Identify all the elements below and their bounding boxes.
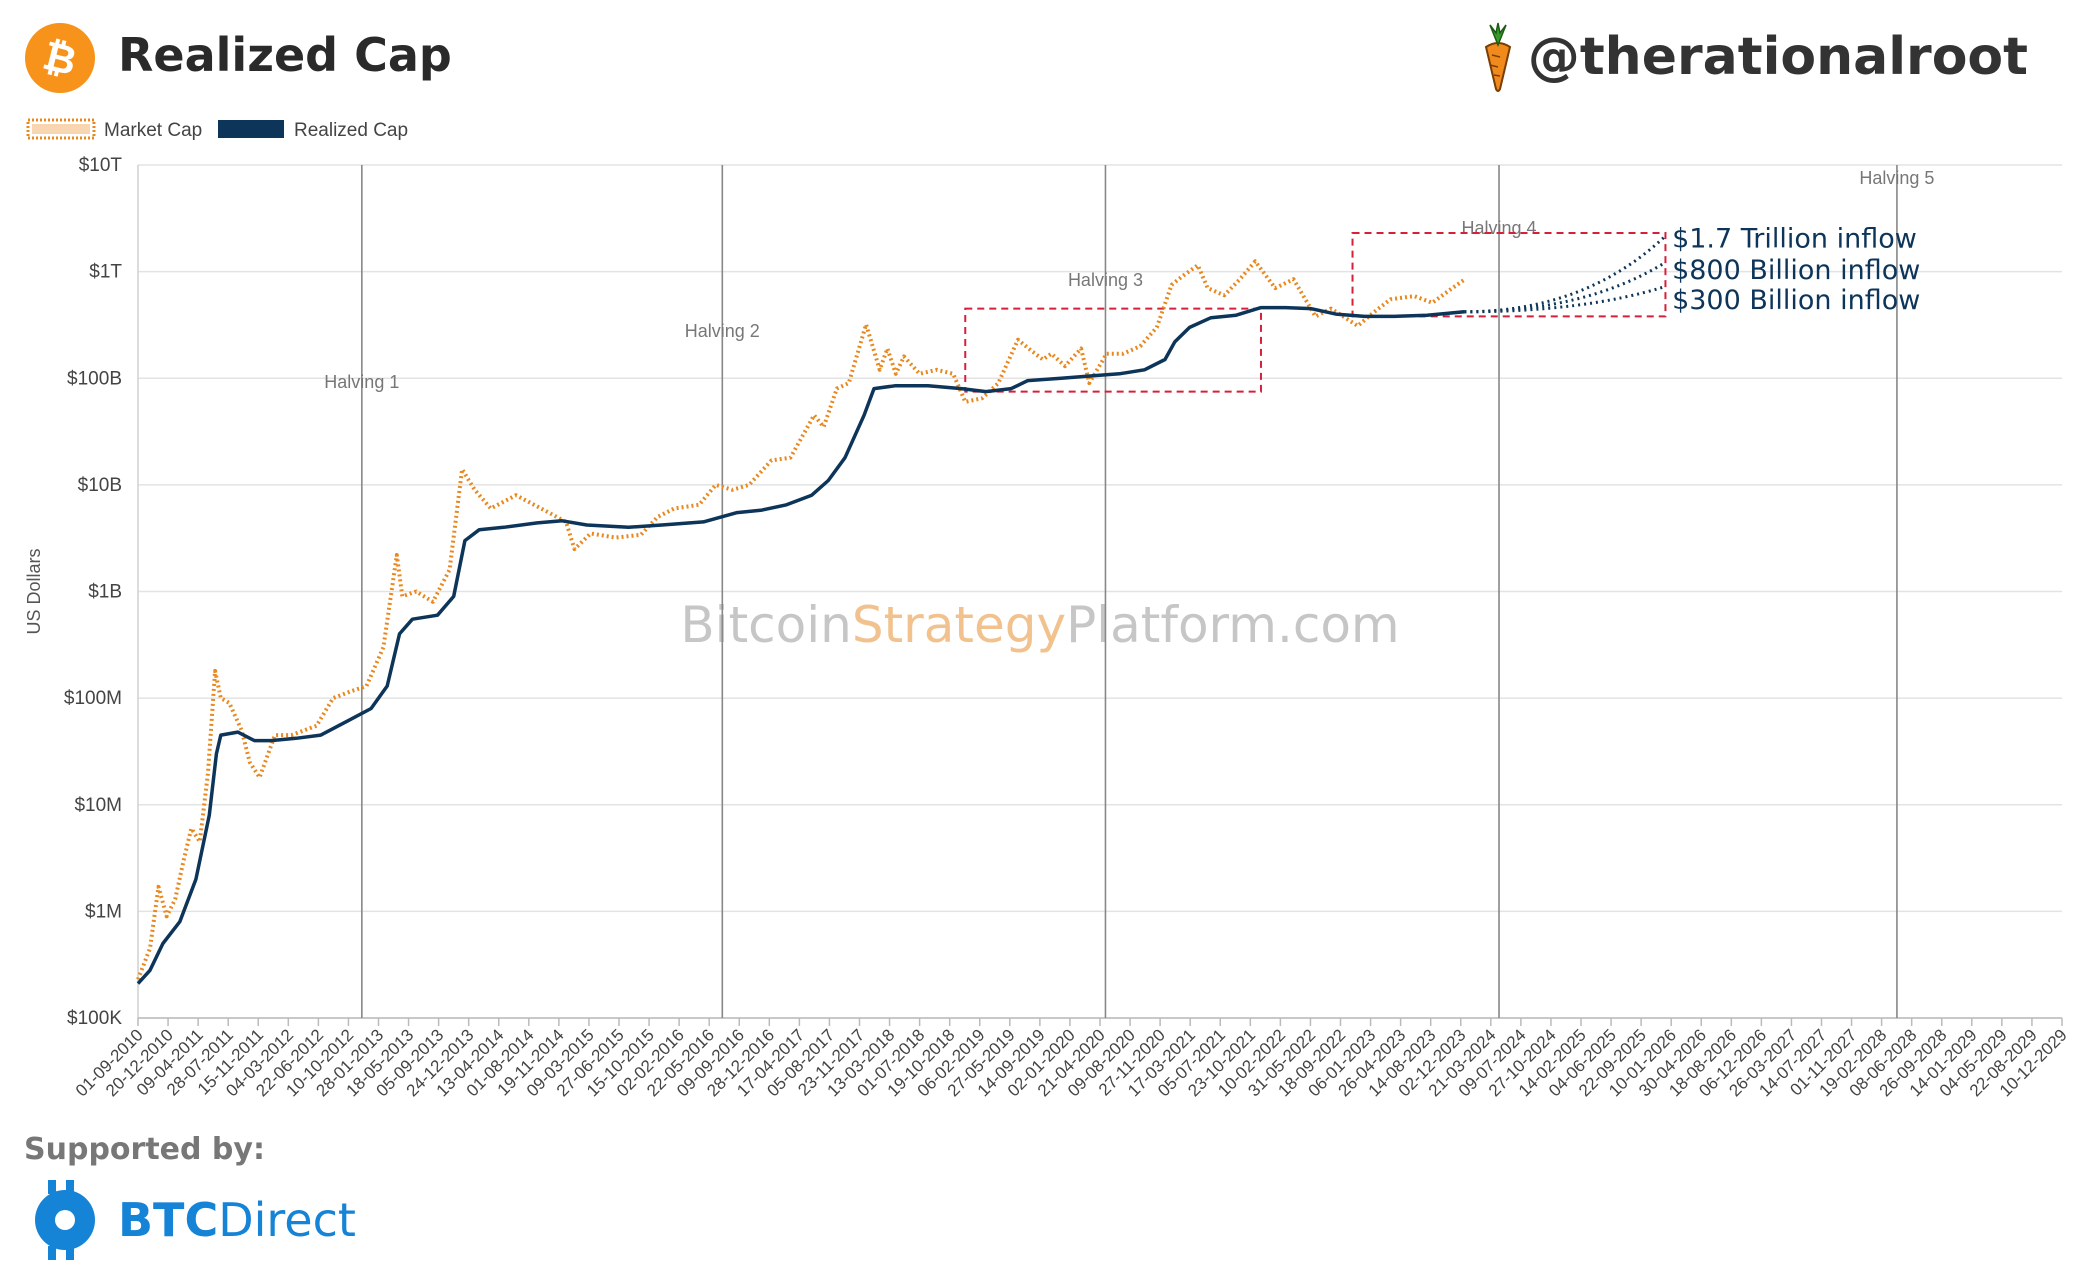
- y-tick-label: $100K: [67, 1008, 122, 1029]
- market-cap-line: [136, 259, 1466, 981]
- halving-label: Halving 3: [1068, 270, 1143, 290]
- watermark-text: BitcoinStrategyPlatform.com: [680, 596, 1399, 654]
- projection-label: $300 Billion inflow: [1672, 285, 1920, 316]
- carrot-icon: [1484, 22, 1511, 92]
- legend-label: Market Cap: [104, 120, 202, 141]
- y-tick-label: $1T: [89, 262, 122, 283]
- bitcoin-logo-icon: ₿: [25, 23, 95, 93]
- y-tick-label: $10B: [78, 475, 122, 496]
- highlight-box: [1351, 232, 1667, 318]
- y-tick-label: $100M: [64, 688, 122, 709]
- projection-line: [1464, 261, 1665, 314]
- legend-swatch-market-cap: [26, 118, 96, 140]
- y-tick-label: $10M: [74, 795, 122, 816]
- projection-line: [1464, 285, 1665, 314]
- halving-label: Halving 1: [324, 372, 399, 392]
- legend-swatch-fill: [32, 124, 90, 134]
- page-title: Realized Cap: [118, 28, 452, 82]
- highlight-box: [964, 307, 1262, 393]
- legend-swatch-realized-cap: [218, 120, 284, 138]
- author-text: @therationalroot: [1527, 27, 2028, 87]
- supported-by-label: Supported by:: [24, 1132, 265, 1167]
- legend-label: Realized Cap: [294, 120, 408, 141]
- halving-label: Halving 2: [685, 321, 760, 341]
- y-axis-label: US Dollars: [24, 548, 44, 634]
- realized-cap-line: [136, 305, 1465, 985]
- y-tick-label: $1B: [88, 582, 122, 603]
- halving-label: Halving 5: [1859, 168, 1934, 188]
- y-tick-label: $100B: [67, 368, 122, 389]
- projection-label: $1.7 Trillion inflow: [1672, 223, 1917, 254]
- header: ₿ Realized Cap @therationalroot: [0, 0, 2080, 120]
- sponsor-name: BTCDirect: [118, 1193, 356, 1247]
- chart: $100K $1M $10M $100M $1B $10B $100B $1T $10T US D…: [24, 118, 2071, 1100]
- y-tick-label: $1M: [85, 901, 122, 922]
- projection-line: [1464, 236, 1666, 314]
- halving-label: Halving 4: [1461, 218, 1536, 238]
- y-tick-label: $10T: [79, 155, 123, 176]
- author-handle[interactable]: @therationalroot: [1478, 22, 2028, 92]
- btcdirect-logo-icon: [35, 1180, 95, 1260]
- projection-label: $800 Billion inflow: [1672, 255, 1920, 286]
- sponsor-logo[interactable]: BTCDirect: [30, 1180, 356, 1260]
